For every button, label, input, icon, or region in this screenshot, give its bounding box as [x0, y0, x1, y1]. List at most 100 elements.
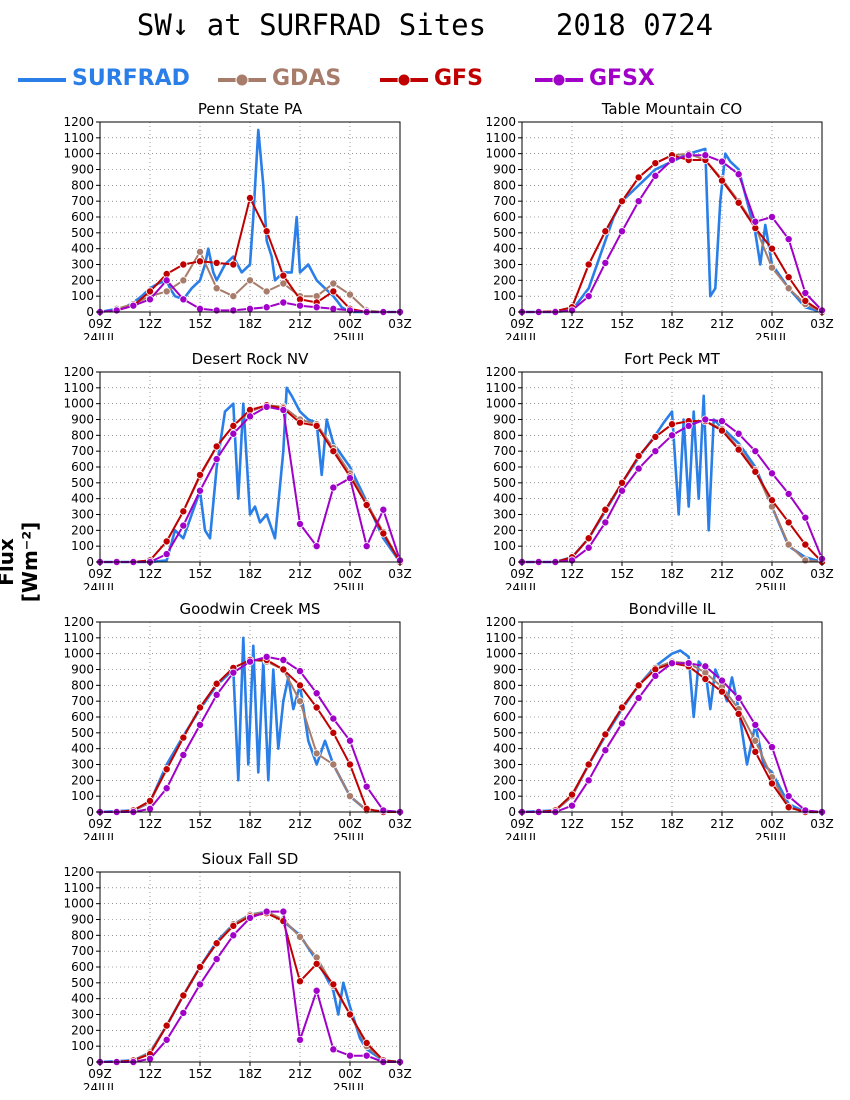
x-tick-label: 18Z [238, 817, 262, 831]
x-tick-label: 09Z [88, 567, 112, 581]
data-point-gfsx [717, 157, 726, 166]
data-point-gfs [162, 765, 171, 774]
data-point-gfsx [734, 429, 743, 438]
x-tick-label: 15Z [610, 817, 634, 831]
data-point-gdas [751, 736, 760, 745]
data-point-gdas [784, 540, 793, 549]
data-point-gfsx [345, 474, 354, 483]
data-point-gfs [617, 703, 626, 712]
data-point-gfs [634, 173, 643, 182]
y-tick-label: 100 [493, 289, 516, 303]
y-tick-label: 300 [71, 758, 94, 772]
date-label: 24JUL [505, 331, 540, 340]
data-point-gfs [734, 198, 743, 207]
data-point-gfsx [684, 421, 693, 430]
data-point-gfs [179, 507, 188, 516]
data-point-gfsx [801, 806, 810, 815]
y-tick-label: 900 [493, 663, 516, 677]
data-point-gfsx [262, 402, 271, 411]
data-point-gfsx [345, 1051, 354, 1060]
data-point-gfsx [767, 743, 776, 752]
data-point-gfsx [584, 292, 593, 301]
data-point-gfs [717, 426, 726, 435]
y-tick-label: 700 [71, 194, 94, 208]
date-label: 24JUL [83, 831, 118, 840]
data-point-gfsx [312, 303, 321, 312]
chart-panel: Bondville IL 0 100 200 300 400 500 600 700 800 900… [467, 600, 847, 850]
data-point-gfsx [568, 801, 577, 810]
y-tick-label: 0 [86, 305, 94, 319]
data-point-gfs [584, 760, 593, 769]
data-point-gfs [312, 421, 321, 430]
date-label: 24JUL [83, 581, 118, 590]
y-tick-label: 1200 [63, 865, 94, 879]
data-point-gfsx [229, 306, 238, 315]
data-point-gfs [651, 432, 660, 441]
y-tick-label: 600 [493, 210, 516, 224]
data-point-gfsx [212, 455, 221, 464]
legend-item-gfsx: GFSX [535, 62, 735, 98]
data-point-gfs [162, 1021, 171, 1030]
data-point-gdas [345, 290, 354, 299]
data-point-gdas [195, 247, 204, 256]
data-point-gdas [212, 284, 221, 293]
x-tick-label: 18Z [660, 317, 684, 331]
series-line-surfrad [99, 910, 401, 1064]
data-point-gfsx [129, 301, 138, 310]
chart-title: Goodwin Creek MS [179, 600, 321, 618]
y-tick-label: 100 [71, 289, 94, 303]
data-point-gfsx [279, 656, 288, 665]
y-tick-label: 1000 [485, 647, 516, 661]
date-label: 25JUL [755, 331, 790, 340]
data-point-gfsx [212, 306, 221, 315]
data-point-gfs [717, 176, 726, 185]
data-point-gfsx [229, 668, 238, 677]
y-tick-label: 300 [71, 508, 94, 522]
data-point-gfs [345, 1010, 354, 1019]
y-tick-label: 400 [493, 242, 516, 256]
data-point-gfs [146, 287, 155, 296]
x-tick-label: 09Z [88, 817, 112, 831]
data-point-gfs [379, 529, 388, 538]
date-label: 25JUL [333, 1081, 368, 1090]
y-tick-label: 1100 [485, 381, 516, 395]
legend-label: GFSX [589, 66, 655, 91]
data-point-gfsx [179, 1008, 188, 1017]
y-tick-label: 100 [493, 789, 516, 803]
data-point-gfsx [784, 792, 793, 801]
x-tick-label: 12Z [138, 567, 162, 581]
data-point-gfsx [329, 1045, 338, 1054]
data-point-gfsx [146, 804, 155, 813]
data-point-gfs [651, 159, 660, 168]
legend-swatch [18, 78, 66, 82]
data-point-gfsx [362, 1051, 371, 1060]
x-tick-label: 00Z [338, 567, 362, 581]
data-point-gfsx [717, 676, 726, 685]
data-point-gfs [245, 194, 254, 203]
x-tick-label: 12Z [560, 817, 584, 831]
y-tick-label: 700 [493, 694, 516, 708]
y-tick-label: 900 [71, 163, 94, 177]
date-label: 24JUL [83, 331, 118, 340]
data-point-gfs [601, 505, 610, 514]
x-tick-label: 12Z [138, 817, 162, 831]
data-point-gfsx [295, 519, 304, 528]
data-point-gfsx [651, 171, 660, 180]
series-line-surfrad [99, 128, 400, 314]
data-point-gfsx [651, 447, 660, 456]
y-tick-label: 900 [71, 413, 94, 427]
data-point-gfs [634, 451, 643, 460]
data-point-gfs [212, 258, 221, 267]
y-tick-label: 800 [71, 428, 94, 442]
y-tick-label: 1200 [63, 115, 94, 129]
x-tick-label: 12Z [560, 317, 584, 331]
data-point-gfsx [767, 213, 776, 222]
data-point-gfsx [312, 986, 321, 995]
data-point-gfsx [584, 776, 593, 785]
x-tick-label: 03Z [810, 567, 834, 581]
data-point-gfsx [667, 659, 676, 668]
data-point-gfs [734, 709, 743, 718]
data-point-gfsx [162, 276, 171, 285]
data-point-gfsx [751, 720, 760, 729]
data-point-gfs [279, 665, 288, 674]
